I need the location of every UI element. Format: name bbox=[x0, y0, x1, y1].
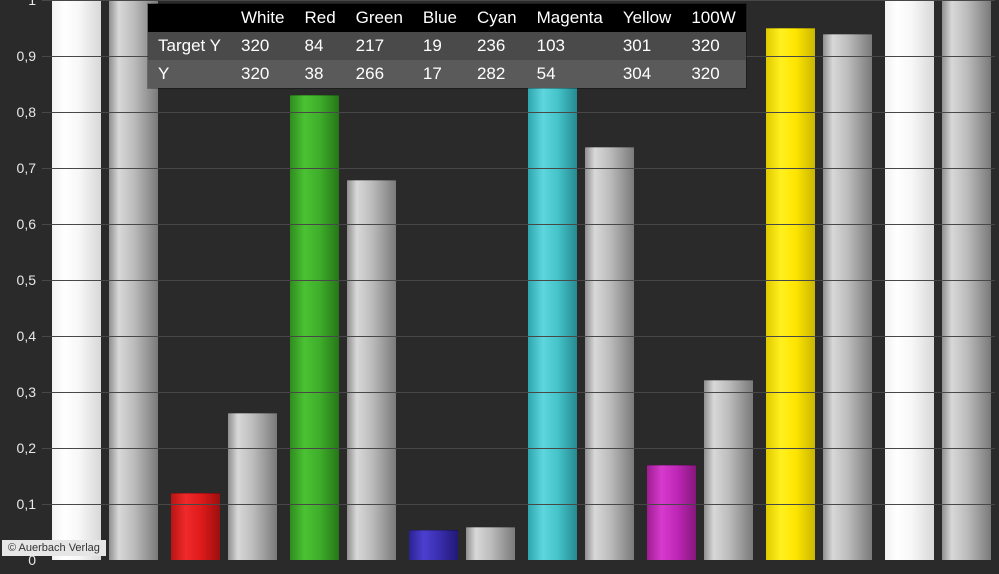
col-green: Green bbox=[346, 4, 413, 32]
bar-target bbox=[704, 380, 753, 560]
bar-measured bbox=[528, 67, 577, 560]
cell: 301 bbox=[613, 32, 682, 60]
bar-measured bbox=[647, 465, 696, 560]
cell: 320 bbox=[231, 60, 294, 88]
data-table: White Red Green Blue Cyan Magenta Yellow… bbox=[148, 4, 746, 88]
gridline bbox=[42, 336, 995, 337]
luminance-bar-chart: 00,10,20,30,40,50,60,70,80,91 White Red … bbox=[0, 0, 999, 574]
col-red: Red bbox=[294, 4, 345, 32]
bar-target bbox=[466, 527, 515, 560]
bar-target bbox=[228, 413, 277, 560]
y-tick-label: 1 bbox=[0, 0, 40, 8]
cell: 304 bbox=[613, 60, 682, 88]
gridline bbox=[42, 448, 995, 449]
gridline bbox=[42, 0, 995, 1]
gridline bbox=[42, 280, 995, 281]
bar-measured bbox=[409, 530, 458, 560]
col-yellow: Yellow bbox=[613, 4, 682, 32]
gridline bbox=[42, 168, 995, 169]
col-blue: Blue bbox=[413, 4, 467, 32]
cell: 320 bbox=[231, 32, 294, 60]
cell: 38 bbox=[294, 60, 345, 88]
cell: 84 bbox=[294, 32, 345, 60]
bar-target bbox=[585, 147, 634, 560]
bar-measured bbox=[290, 95, 339, 560]
y-tick-label: 0,3 bbox=[0, 384, 40, 400]
cell: 320 bbox=[681, 60, 745, 88]
col-magenta: Magenta bbox=[527, 4, 613, 32]
y-tick-label: 0,2 bbox=[0, 440, 40, 456]
cell: 217 bbox=[346, 32, 413, 60]
y-tick-label: 0,9 bbox=[0, 48, 40, 64]
y-tick-label: 0,5 bbox=[0, 272, 40, 288]
cell: 19 bbox=[413, 32, 467, 60]
gridline bbox=[42, 224, 995, 225]
col-100w: 100W bbox=[681, 4, 745, 32]
bar-measured bbox=[766, 28, 815, 560]
col-cyan: Cyan bbox=[467, 4, 527, 32]
y-tick-label: 0,1 bbox=[0, 496, 40, 512]
copyright-label: © Auerbach Verlag bbox=[2, 540, 106, 556]
table-corner bbox=[148, 4, 231, 32]
row-label-target-y: Target Y bbox=[148, 32, 231, 60]
gridline bbox=[42, 504, 995, 505]
col-white: White bbox=[231, 4, 294, 32]
y-tick-label: 0,6 bbox=[0, 216, 40, 232]
row-label-y: Y bbox=[148, 60, 231, 88]
cell: 266 bbox=[346, 60, 413, 88]
cell: 54 bbox=[527, 60, 613, 88]
y-tick-label: 0,4 bbox=[0, 328, 40, 344]
y-tick-label: 0,7 bbox=[0, 160, 40, 176]
bar-measured bbox=[171, 493, 220, 560]
table-row: Target Y 320 84 217 19 236 103 301 320 bbox=[148, 32, 746, 60]
cell: 320 bbox=[681, 32, 745, 60]
cell: 17 bbox=[413, 60, 467, 88]
table-header-row: White Red Green Blue Cyan Magenta Yellow… bbox=[148, 4, 746, 32]
y-tick-label: 0,8 bbox=[0, 104, 40, 120]
cell: 282 bbox=[467, 60, 527, 88]
cell: 236 bbox=[467, 32, 527, 60]
gridline bbox=[42, 392, 995, 393]
gridline bbox=[42, 112, 995, 113]
table-row: Y 320 38 266 17 282 54 304 320 bbox=[148, 60, 746, 88]
cell: 103 bbox=[527, 32, 613, 60]
